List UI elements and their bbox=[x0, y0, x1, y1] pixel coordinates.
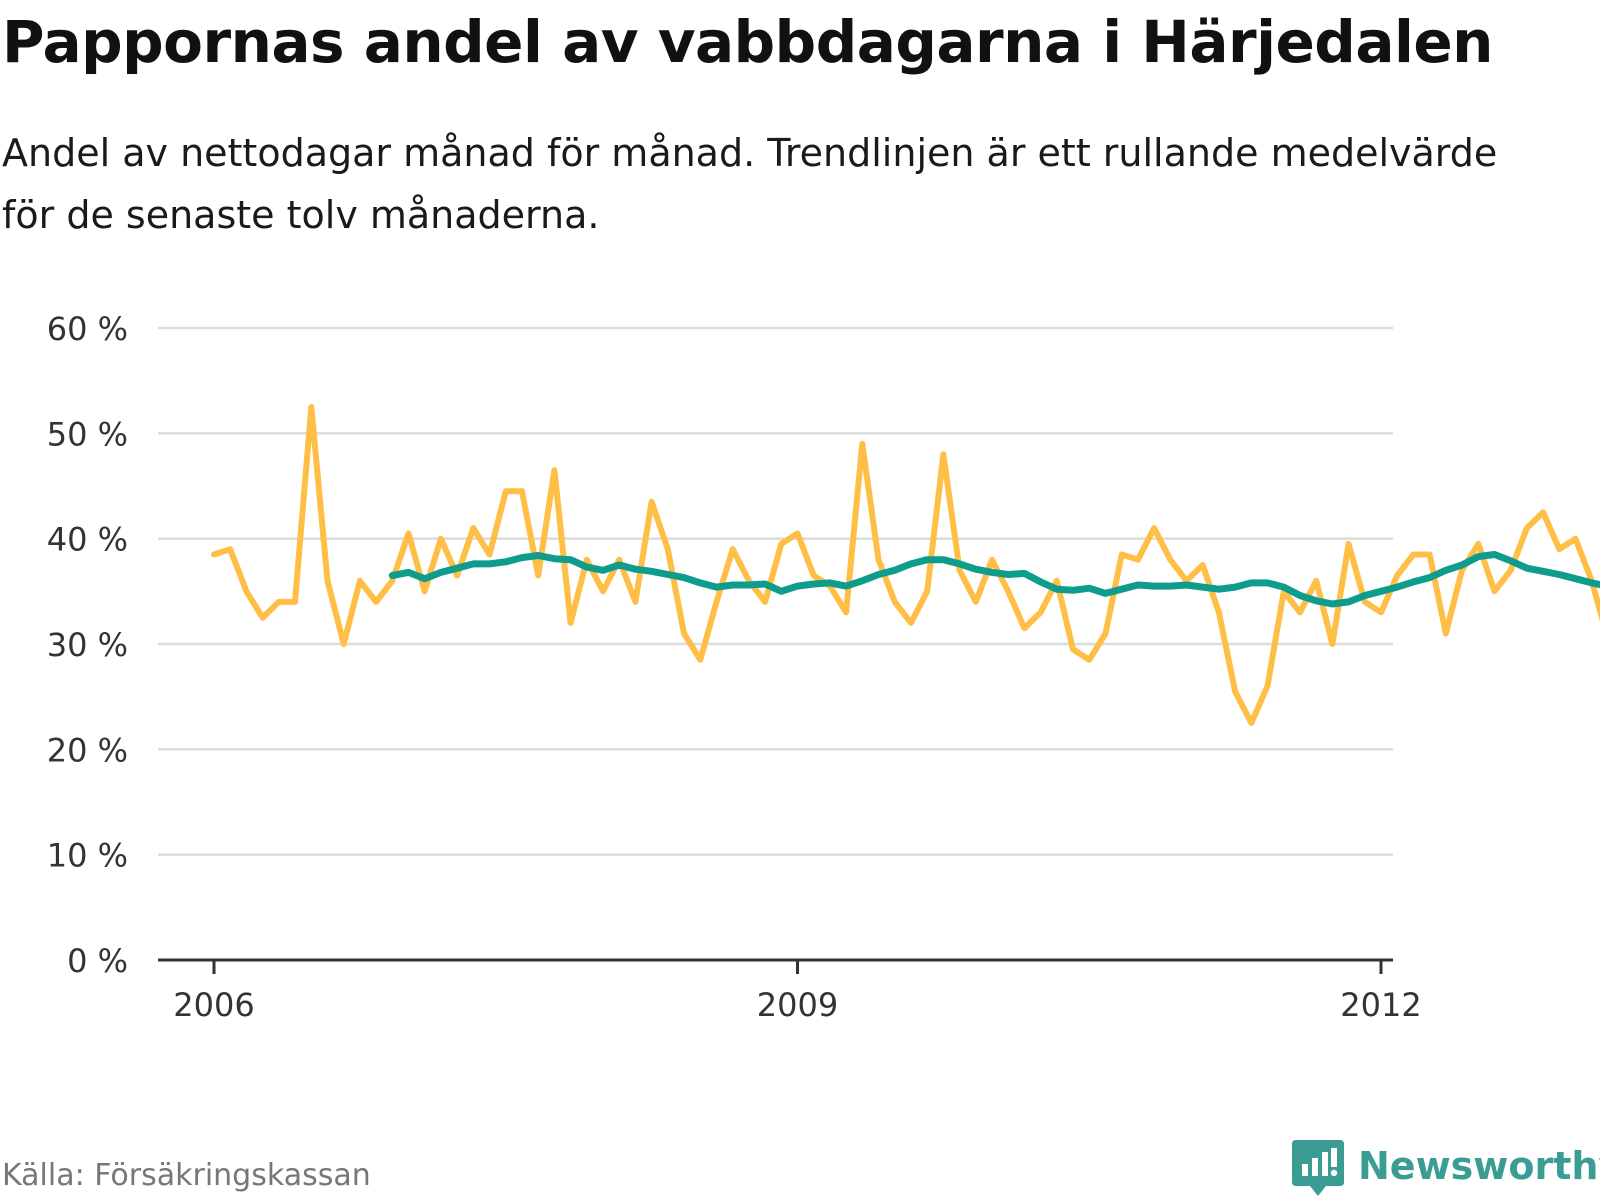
y-tick-label: 30 % bbox=[47, 626, 128, 664]
y-tick-label: 50 % bbox=[47, 415, 128, 453]
series-line-per-manad bbox=[211, 404, 1600, 726]
brand-name: Newsworthy bbox=[1358, 1144, 1600, 1188]
series-line-trend bbox=[388, 551, 1600, 608]
y-tick-label: 40 % bbox=[47, 521, 128, 559]
y-tick-label: 20 % bbox=[47, 731, 128, 769]
x-tick-label: 2012 bbox=[1340, 986, 1421, 1024]
chart-title: Pappornas andel av vabbdagarna i Härjeda… bbox=[2, 8, 1493, 76]
y-tick-label: 0 % bbox=[67, 942, 128, 980]
line-chart: 0 % 10 % 20 % 30 % 40 % 50 % 60 % 2006 2009 2012… bbox=[47, 310, 1600, 1024]
x-tick-label: 2009 bbox=[757, 986, 838, 1024]
y-tick-label: 60 % bbox=[47, 310, 128, 348]
source-note: Källa: Försäkringskassan bbox=[2, 1158, 371, 1193]
y-axis: 0 % 10 % 20 % 30 % 40 % 50 % 60 % bbox=[47, 310, 128, 980]
grid-lines bbox=[158, 326, 1393, 856]
y-tick-label: 10 % bbox=[47, 837, 128, 875]
x-axis: 2006200920122015201820212023 bbox=[158, 958, 1422, 1024]
x-tick-label: 2006 bbox=[173, 986, 254, 1024]
chart-subtitle: Andel av nettodagar månad för månad. Tre… bbox=[2, 131, 1498, 237]
series-lines bbox=[211, 404, 1600, 726]
brand-logo: Newsworthy bbox=[1290, 1138, 1600, 1198]
newsworthy-logo-icon bbox=[1292, 1140, 1344, 1196]
